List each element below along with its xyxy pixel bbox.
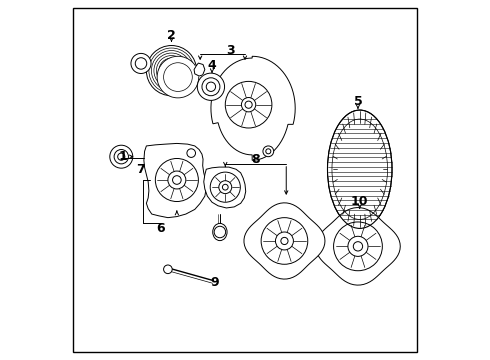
Polygon shape [244,203,325,279]
Ellipse shape [327,110,392,228]
Circle shape [168,171,186,189]
Circle shape [348,236,368,256]
Polygon shape [194,63,205,76]
Circle shape [242,98,256,112]
Circle shape [155,158,198,202]
Circle shape [131,53,151,73]
Circle shape [147,45,196,96]
Circle shape [206,82,216,91]
Circle shape [114,149,128,164]
Circle shape [261,218,308,264]
Text: 4: 4 [208,59,217,72]
Text: 6: 6 [156,222,165,235]
Text: 1: 1 [119,150,127,163]
Text: 9: 9 [210,276,219,289]
Circle shape [275,232,294,250]
Circle shape [164,265,172,274]
Circle shape [167,66,176,75]
Circle shape [245,101,252,108]
Circle shape [334,222,382,271]
Circle shape [118,153,125,160]
Circle shape [110,145,133,168]
Circle shape [281,237,288,244]
Circle shape [210,172,240,202]
Circle shape [197,73,224,100]
Circle shape [187,149,196,157]
Circle shape [219,181,232,194]
Circle shape [214,226,225,238]
Circle shape [263,146,274,157]
Circle shape [164,63,192,91]
Circle shape [157,56,199,98]
Text: 8: 8 [251,153,260,166]
Circle shape [163,62,180,80]
Polygon shape [316,208,400,285]
Circle shape [266,149,271,154]
Circle shape [135,58,147,69]
Polygon shape [144,143,206,218]
Circle shape [202,78,220,96]
Text: 5: 5 [354,95,362,108]
Circle shape [353,242,363,251]
Text: 3: 3 [226,44,235,57]
Polygon shape [211,56,295,160]
Circle shape [222,184,228,190]
Text: 10: 10 [351,195,368,208]
Text: 2: 2 [167,29,176,42]
Ellipse shape [213,224,227,240]
Circle shape [172,176,181,184]
Text: 7: 7 [136,163,145,176]
Circle shape [225,81,272,128]
Polygon shape [204,167,245,208]
